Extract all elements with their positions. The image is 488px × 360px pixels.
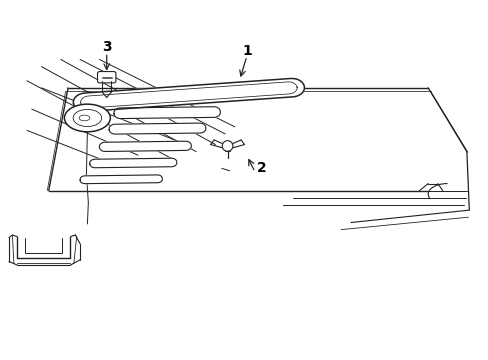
- Ellipse shape: [64, 104, 110, 132]
- Ellipse shape: [73, 109, 102, 127]
- Text: 1: 1: [242, 44, 251, 58]
- Polygon shape: [90, 158, 177, 168]
- Text: 2: 2: [256, 161, 266, 175]
- Polygon shape: [80, 175, 162, 184]
- Ellipse shape: [79, 115, 90, 121]
- Polygon shape: [109, 123, 205, 134]
- Ellipse shape: [222, 141, 232, 151]
- FancyBboxPatch shape: [97, 72, 116, 83]
- Text: 3: 3: [102, 40, 111, 54]
- Polygon shape: [114, 107, 220, 118]
- Polygon shape: [73, 78, 304, 111]
- Polygon shape: [99, 141, 191, 152]
